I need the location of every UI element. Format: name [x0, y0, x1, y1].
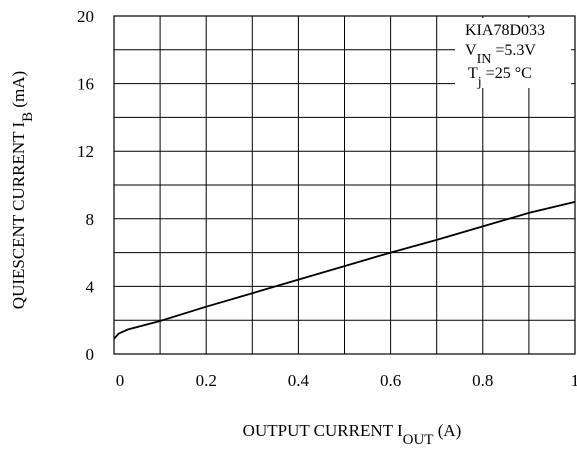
y-tick-label: 0	[86, 345, 95, 364]
y-tick-label: 12	[77, 142, 94, 161]
annotation-line: Tj =25 °C	[468, 65, 532, 90]
x-tick-label: 0	[116, 371, 125, 390]
x-tick-label: 0.2	[196, 371, 217, 390]
y-axis-label: QUIESCENT CURRENT IB (mA)	[9, 71, 36, 309]
y-axis-label-main: QUIESCENT CURRENT I	[9, 122, 28, 310]
data-line	[113, 201, 576, 340]
y-tick-label: 8	[86, 210, 95, 229]
y-axis-label-sub: B	[20, 112, 36, 122]
annotation-line: VIN =5.3V	[465, 42, 536, 67]
x-tick-label: 0.4	[288, 371, 310, 390]
y-tick-label: 4	[86, 277, 95, 296]
grid	[114, 16, 575, 354]
x-axis-label-main: OUTPUT CURRENT I	[243, 421, 403, 440]
x-axis-label: OUTPUT CURRENT IOUT (A)	[243, 421, 462, 447]
x-tick-labels: 0 0.2 0.4 0.6 0.8 1	[116, 371, 577, 390]
y-tick-label: 20	[77, 7, 94, 26]
x-axis-label-sub: OUT	[403, 432, 434, 447]
y-tick-label: 16	[77, 75, 94, 94]
x-tick-label: 0.8	[472, 371, 493, 390]
y-axis-label-unit: (mA)	[9, 71, 28, 112]
y-tick-labels: 0 4 8 12 16 20	[77, 7, 95, 364]
x-tick-label: 1	[571, 371, 577, 390]
plot-frame	[113, 15, 576, 355]
annotation-box	[455, 18, 571, 88]
x-axis-label-unit: (A)	[433, 421, 461, 440]
annotation-line: KIA78D033	[465, 22, 545, 39]
x-tick-label: 0.6	[380, 371, 401, 390]
